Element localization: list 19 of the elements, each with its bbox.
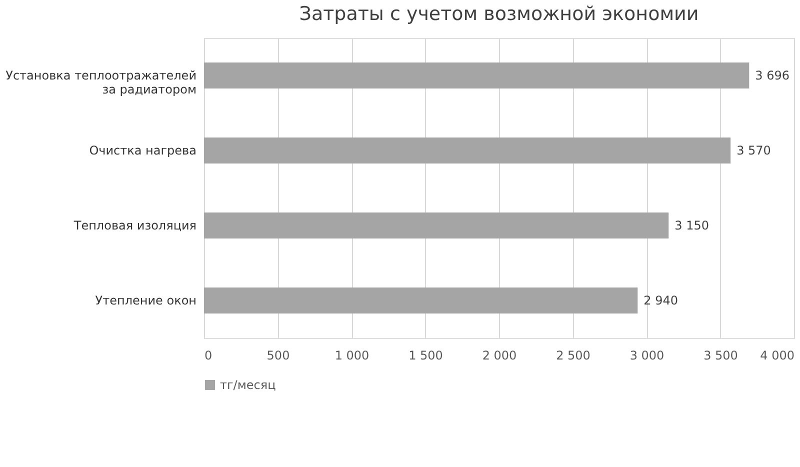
y-tick-label: Очистка нагрева [89,144,196,158]
data-label: 3 570 [736,144,771,158]
x-tick-label: 0 [204,348,212,362]
x-tick-label: 3 500 [704,348,738,362]
x-tick-label: 4 000 [760,348,794,362]
x-tick-label: 1 000 [334,348,370,362]
x-tick-label: 1 500 [408,348,443,362]
y-tick-label: Утепление окон [95,294,196,308]
x-tick-label: 2 000 [482,348,517,362]
legend-label: тг/месяц [220,378,276,392]
data-label: 3 696 [755,68,790,82]
x-tick-label: 2 500 [556,348,590,362]
data-label: 3 150 [674,218,709,232]
y-tick-label: Тепловая изоляция [72,218,196,232]
data-label: 2 940 [644,294,678,308]
y-tick-label: Установка теплоотражателей за радиатором [6,68,196,96]
x-tick-label: 500 [266,348,290,362]
chart-title: Затраты с учетом возможной экономии [299,3,699,25]
x-tick-label: 3 000 [630,348,664,362]
